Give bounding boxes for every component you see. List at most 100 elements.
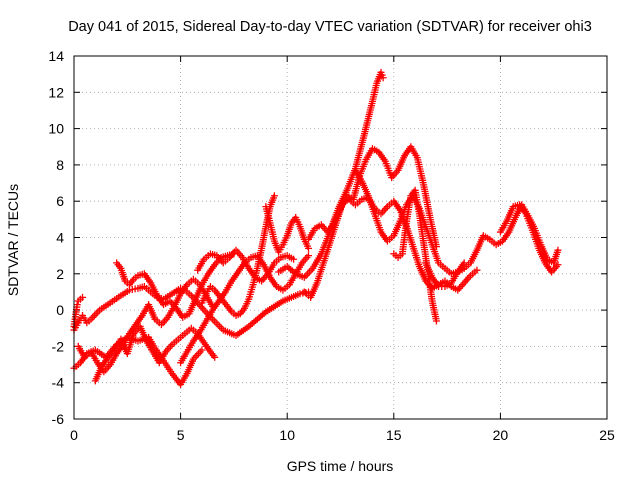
data-point-run (550, 248, 561, 265)
x-tick-label: 25 (599, 427, 615, 443)
data-point-run (225, 304, 234, 314)
data-point-run (267, 194, 278, 208)
data-point-run (264, 298, 285, 315)
data-point-run (83, 350, 93, 359)
data-point-run (437, 261, 447, 271)
data-point-run (246, 283, 256, 301)
data-point-run (449, 284, 460, 293)
x-tick-label: 15 (386, 427, 402, 443)
data-point-run (201, 341, 213, 354)
data-point-run (99, 355, 111, 369)
data-point-run (517, 203, 529, 216)
data-point-run (184, 357, 196, 376)
data-point-run (191, 348, 204, 361)
data-point-run (360, 100, 376, 138)
data-point-run (184, 339, 196, 354)
data-point-run (408, 188, 418, 198)
data-point-run (235, 261, 247, 274)
data-point-run (195, 257, 207, 272)
y-tick-label: 14 (48, 48, 64, 64)
series-arc-13 (305, 143, 440, 251)
y-tick-label: 6 (56, 193, 64, 209)
data-point (73, 301, 81, 309)
data-point-run (449, 270, 460, 285)
data-point-run (203, 308, 215, 323)
data-point-run (386, 199, 396, 209)
data-point-run (345, 193, 355, 202)
data-point-run (119, 287, 131, 298)
series-arc-10 (262, 203, 313, 256)
data-point-run (549, 263, 560, 274)
data-point-run (391, 219, 403, 238)
data-point-run (191, 330, 203, 343)
data-point-run (279, 252, 289, 261)
data-point-run (276, 243, 286, 254)
axis-ticks: 0 5 10 15 20 25 -6 -4 -2 0 2 4 6 8 10 12 14 (48, 48, 615, 443)
data-point-run (234, 324, 251, 338)
data-point-run (137, 325, 150, 343)
series-arc-14 (351, 166, 468, 278)
data-point-run (133, 313, 145, 327)
data-point-run (449, 269, 460, 277)
data-point-run (80, 314, 89, 324)
data-point-run (536, 246, 548, 265)
data-point-run (212, 288, 222, 298)
x-tick-label: 5 (177, 427, 185, 443)
y-tick-label: 0 (56, 302, 64, 318)
series-arc-7 (177, 252, 313, 367)
data-point-run (253, 275, 263, 284)
data-point-run (538, 243, 550, 261)
data-point-run (144, 339, 156, 354)
data-point-run (523, 212, 535, 232)
data-point-run (354, 197, 364, 207)
data-point-run (170, 286, 182, 296)
data-point-run (177, 332, 187, 341)
data-point-run (192, 277, 202, 287)
data-point-run (506, 216, 518, 234)
plot-area (70, 68, 562, 389)
data-point-run (136, 283, 146, 292)
data-point-run (71, 310, 80, 321)
data-point-run (88, 350, 100, 365)
data-point-run (395, 154, 408, 172)
data-point-run (420, 183, 434, 219)
data-point (432, 317, 440, 325)
data-point-run (320, 241, 333, 265)
data-point-run (240, 256, 252, 270)
data-point-run (455, 281, 467, 292)
data-point-run (331, 207, 344, 225)
data-point-run (408, 145, 420, 159)
data-point-run (410, 245, 423, 268)
data-point (270, 192, 278, 200)
data-point-run (310, 252, 324, 270)
data-point-run (273, 255, 283, 265)
data-point-run (399, 219, 410, 256)
data-point-run (325, 221, 337, 234)
y-tick-label: -6 (52, 411, 65, 427)
y-tick-label: 4 (56, 230, 64, 246)
data-point-run (414, 156, 427, 187)
data-point-run (287, 272, 298, 287)
data-point-run (285, 253, 295, 262)
data-point-run (204, 285, 213, 295)
data-point-run (92, 364, 105, 383)
data-point-run (359, 179, 371, 198)
data-point-run (462, 261, 472, 271)
data-point-run (277, 264, 289, 275)
data-point-run (302, 290, 313, 300)
data-point-run (106, 348, 117, 359)
data-point-run (146, 303, 158, 321)
data-point-run (163, 342, 174, 354)
plot-frame (73, 55, 608, 420)
data-point-run (199, 292, 209, 305)
data-point-run (183, 288, 193, 298)
data-point-run (214, 253, 226, 265)
data-point-run (118, 266, 128, 283)
data-point-run (168, 299, 179, 310)
data-point-run (365, 194, 378, 216)
data-point-run (120, 332, 132, 346)
data-point-run (427, 216, 440, 248)
data-point-run (221, 299, 230, 309)
data-point-run (430, 282, 440, 291)
data-point-run (76, 314, 85, 324)
